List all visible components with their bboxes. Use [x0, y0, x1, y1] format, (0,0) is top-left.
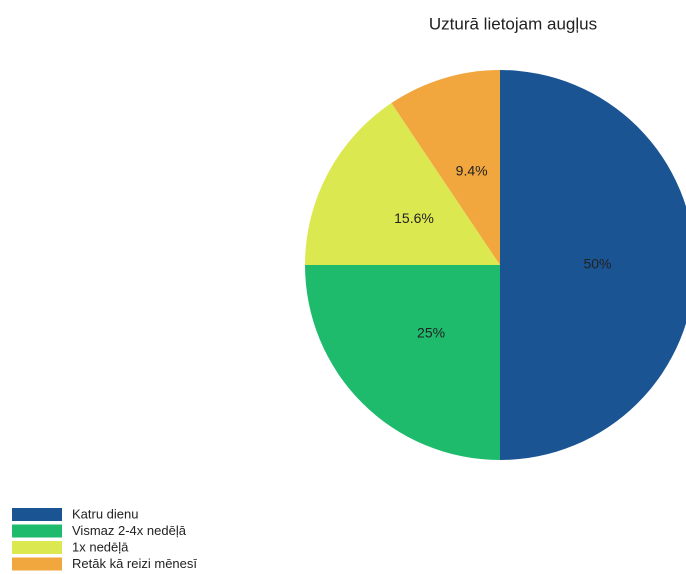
data-label: 15.6%: [394, 210, 434, 226]
data-label: 50%: [583, 256, 611, 272]
legend-swatch: [12, 508, 62, 521]
pie-slice: [305, 265, 500, 460]
legend-swatch: [12, 541, 62, 554]
pie-slice: [500, 70, 686, 460]
legend-label: Vismaz 2-4x nedēļā: [72, 523, 187, 538]
chart-title: Uzturā lietojam augļus: [429, 14, 597, 33]
legend-swatch: [12, 557, 62, 571]
legend-label: 1x nedēļā: [72, 539, 129, 554]
pie-slice: [391, 70, 500, 265]
legend-swatch: [12, 524, 62, 538]
legend-label: Retāk kā reizi mēnesī: [72, 556, 197, 571]
legend-label: Katru dienu: [72, 506, 139, 521]
data-label: 9.4%: [456, 162, 488, 178]
pie-slice: [305, 103, 500, 265]
data-label: 25%: [417, 325, 445, 341]
